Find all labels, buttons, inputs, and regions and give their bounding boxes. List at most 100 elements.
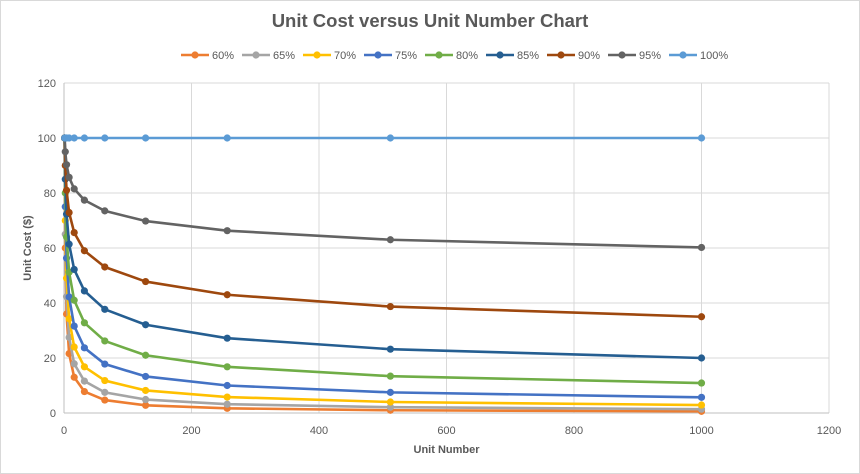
x-tick-label: 1000 — [689, 425, 713, 437]
legend-swatch-marker — [313, 51, 321, 59]
y-tick-label: 60 — [44, 243, 56, 255]
data-point — [386, 236, 394, 244]
data-point — [70, 265, 78, 274]
legend-label: 70% — [334, 50, 356, 62]
data-point — [80, 287, 88, 295]
series-line — [63, 137, 702, 413]
legend-label: 100% — [700, 50, 728, 62]
data-point — [65, 134, 73, 142]
x-tick-label: 400 — [310, 425, 328, 437]
data-point — [142, 217, 150, 225]
data-point — [142, 386, 150, 395]
data-point — [223, 227, 231, 235]
data-point — [80, 196, 88, 204]
legend-swatch-marker — [252, 51, 260, 59]
data-point — [65, 315, 73, 323]
data-point — [386, 134, 394, 142]
data-point — [80, 377, 88, 385]
y-tick-label: 40 — [44, 298, 56, 310]
data-point — [223, 334, 231, 342]
data-point — [697, 401, 706, 409]
legend-label: 85% — [517, 50, 539, 62]
data-point — [386, 398, 394, 406]
data-point — [70, 373, 78, 381]
data-point — [142, 277, 150, 286]
x-tick-label: 1200 — [817, 425, 841, 437]
legend-label: 60% — [212, 50, 234, 62]
data-point — [142, 321, 150, 329]
data-point — [101, 134, 109, 142]
data-point — [386, 372, 394, 380]
legend-label: 80% — [456, 50, 478, 62]
data-point — [142, 372, 150, 381]
data-point — [62, 161, 71, 169]
legend-label: 75% — [395, 50, 417, 62]
data-point — [101, 263, 109, 271]
data-point — [697, 134, 706, 142]
legend-label: 65% — [273, 50, 295, 62]
y-tick-label: 80 — [44, 188, 56, 200]
data-point — [62, 186, 71, 194]
data-point — [142, 401, 150, 409]
data-point — [223, 134, 231, 142]
legend-swatch-marker — [496, 51, 504, 59]
data-point — [142, 134, 150, 142]
data-point — [70, 229, 78, 237]
x-axis-title: Unit Number — [414, 444, 481, 456]
data-point — [101, 207, 109, 215]
data-point — [697, 354, 706, 362]
data-point — [65, 293, 73, 301]
legend-label: 90% — [578, 50, 600, 62]
series-line — [63, 137, 702, 411]
data-point — [70, 185, 78, 193]
data-point — [223, 291, 231, 299]
data-point — [101, 376, 109, 385]
data-point — [70, 296, 78, 304]
data-point — [101, 305, 109, 313]
data-point — [386, 302, 394, 311]
data-point — [101, 396, 109, 404]
data-point — [223, 400, 231, 408]
data-point — [80, 247, 88, 255]
data-point — [697, 393, 706, 401]
legend-swatch-marker — [679, 51, 687, 59]
legend-swatch-marker — [557, 51, 565, 59]
series-line — [63, 137, 702, 385]
data-point — [65, 208, 73, 217]
x-tick-label: 200 — [182, 425, 200, 437]
legend-swatch-marker — [191, 51, 199, 59]
data-point — [386, 388, 394, 396]
y-tick-label: 100 — [38, 133, 56, 145]
data-point — [101, 360, 109, 368]
data-point — [80, 134, 88, 142]
data-point — [80, 363, 88, 371]
data-point — [223, 363, 231, 371]
data-point — [65, 173, 73, 181]
legend-swatch-marker — [435, 51, 443, 59]
legend-swatch-marker — [618, 51, 626, 59]
data-point — [697, 313, 706, 321]
y-axis-title: Unit Cost ($) — [22, 215, 34, 281]
data-point — [61, 148, 69, 156]
y-tick-label: 0 — [50, 408, 56, 420]
data-point — [80, 319, 88, 327]
data-point — [65, 240, 73, 248]
data-point — [101, 337, 109, 345]
data-point — [70, 134, 78, 142]
data-point — [223, 381, 231, 390]
series-line — [63, 137, 702, 407]
data-point — [142, 351, 150, 359]
x-tick-label: 600 — [437, 425, 455, 437]
data-point — [697, 379, 706, 387]
data-point — [80, 344, 88, 352]
chart-title: Unit Cost versus Unit Number Chart — [271, 10, 589, 31]
legend-label: 95% — [639, 50, 661, 62]
data-point — [142, 395, 150, 404]
data-point — [70, 343, 78, 351]
data-point — [101, 388, 109, 396]
data-point — [386, 403, 394, 411]
series-line — [63, 137, 702, 319]
data-point — [386, 345, 394, 353]
data-point — [80, 387, 88, 396]
